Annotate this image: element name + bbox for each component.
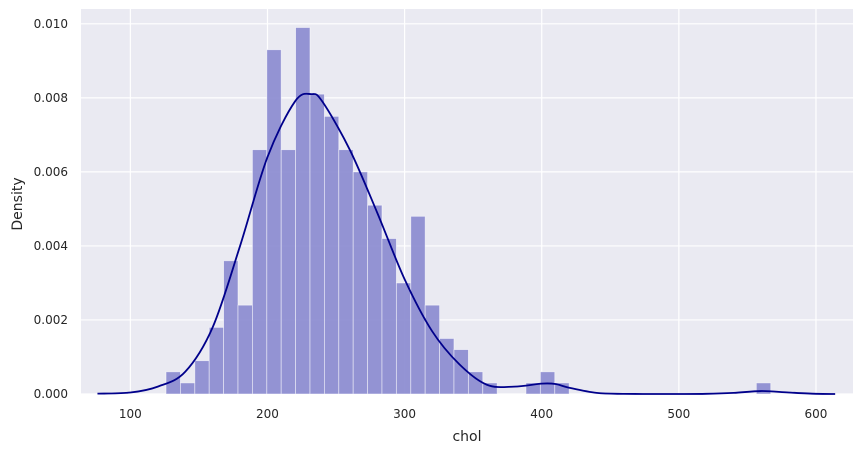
y-axis-label: Density <box>10 177 26 230</box>
histogram-bar <box>295 27 311 395</box>
histogram-bar <box>381 238 397 395</box>
y-tick-label: 0.008 <box>34 91 68 105</box>
kde-curve <box>97 92 836 395</box>
y-axis-ticks: 0.000 0.002 0.004 0.006 0.008 0.010 <box>34 17 68 401</box>
y-tick-label: 0.000 <box>34 387 68 401</box>
histogram-bar <box>338 149 354 395</box>
y-tick-label: 0.002 <box>34 313 68 327</box>
histogram-bar <box>309 93 325 395</box>
histogram-bars <box>165 27 772 395</box>
histogram-bar <box>424 304 440 395</box>
kde-line <box>97 92 836 395</box>
x-tick-label: 400 <box>530 407 553 421</box>
histogram-bar <box>395 282 412 395</box>
x-tick-label: 100 <box>119 407 142 421</box>
histogram-bar <box>180 382 196 395</box>
histogram-bar <box>223 260 239 395</box>
histogram-bar <box>323 115 340 395</box>
histogram-bar <box>194 360 210 395</box>
x-tick-label: 500 <box>667 407 690 421</box>
y-tick-label: 0.006 <box>34 165 68 179</box>
y-tick-label: 0.010 <box>34 17 68 31</box>
histogram-bar <box>352 171 368 395</box>
histogram-bar <box>367 204 383 395</box>
x-tick-label: 200 <box>256 407 279 421</box>
y-tick-label: 0.004 <box>34 239 68 253</box>
histogram-bar <box>266 49 282 395</box>
x-tick-label: 600 <box>805 407 828 421</box>
plot-background <box>81 9 853 394</box>
histogram-bar <box>237 304 253 395</box>
histogram-bar <box>208 326 225 395</box>
histogram-bar <box>482 382 498 395</box>
histogram-bar <box>439 338 455 395</box>
histogram-bar <box>252 149 268 395</box>
x-axis-ticks: 100 200 300 400 500 600 <box>119 407 828 421</box>
x-tick-label: 300 <box>393 407 416 421</box>
x-axis-label: chol <box>452 429 481 445</box>
histogram-bar <box>280 149 296 395</box>
histogram-bar <box>755 382 772 395</box>
